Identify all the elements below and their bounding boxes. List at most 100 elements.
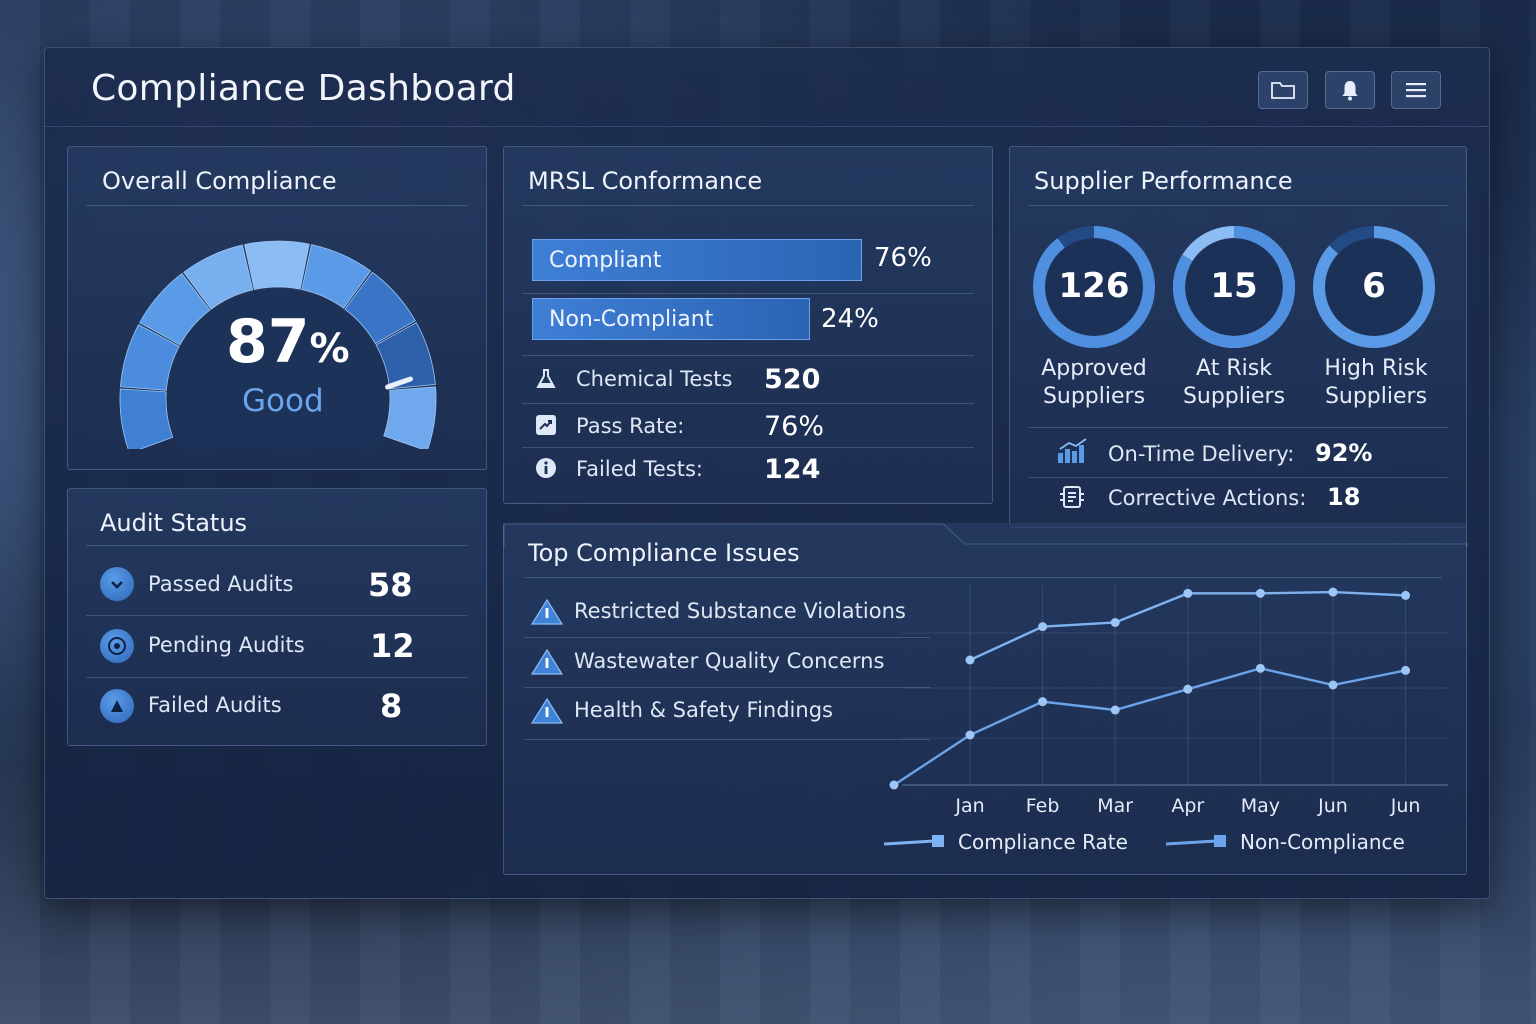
data-point[interactable] [965, 655, 975, 665]
compliance-percentage: 87% [226, 307, 350, 377]
issue-label: Restricted Substance Violations [574, 599, 906, 623]
x-tick-label: Apr [1171, 795, 1204, 817]
gauge-segment [119, 388, 174, 449]
data-point[interactable] [1038, 697, 1048, 707]
data-point[interactable] [1255, 663, 1265, 673]
stat-label: On-Time Delivery: [1108, 442, 1295, 466]
menu-button[interactable] [1391, 71, 1441, 109]
label-line: Suppliers [1042, 384, 1146, 409]
non-compliant-bar[interactable]: Non-Compliant [532, 298, 810, 340]
data-point[interactable] [1328, 680, 1338, 690]
panel-title: Overall Compliance [102, 167, 337, 195]
divider [524, 577, 1442, 578]
x-tick-label: Jun [1390, 795, 1421, 817]
notifications-button[interactable] [1325, 71, 1375, 109]
panel-title: MRSL Conformance [528, 167, 763, 195]
warning-icon [530, 697, 564, 724]
gauge-segment [344, 271, 416, 345]
compliant-percent: 76% [874, 243, 932, 273]
bar-chart-icon [1058, 438, 1087, 463]
audit-label: Pending Audits [148, 633, 305, 657]
data-point[interactable] [1401, 590, 1411, 600]
divider [86, 545, 468, 546]
gauge-center [168, 289, 388, 449]
at-risk-suppliers-count: 15 [1210, 266, 1258, 306]
compliance-value: 87 [226, 307, 310, 377]
legend-swatch [1165, 839, 1217, 846]
legend-label: Compliance Rate [958, 830, 1128, 854]
audit-count: 12 [370, 627, 415, 665]
divider [522, 403, 974, 404]
data-point[interactable] [1401, 665, 1411, 675]
stat-label: Chemical Tests [576, 367, 733, 391]
gauge-needle [385, 376, 413, 390]
data-point[interactable] [1328, 587, 1338, 597]
x-tick-label: Feb [1026, 795, 1060, 817]
gauge-segment [301, 244, 372, 309]
approved-suppliers-count: 126 [1058, 266, 1130, 306]
non-compliant-percent: 24% [821, 304, 879, 334]
divider [524, 739, 930, 740]
divider [522, 447, 974, 448]
stat-value: 520 [764, 364, 821, 395]
compliance-rating: Good [242, 383, 324, 419]
stat-label: Failed Tests: [576, 457, 703, 481]
issue-label: Wastewater Quality Concerns [574, 649, 885, 673]
label-line: Approved [1041, 356, 1147, 381]
clock-icon [100, 629, 134, 663]
data-point[interactable] [1110, 705, 1120, 715]
dashboard-window: Compliance Dashboard Overall Compliance … [44, 47, 1490, 899]
divider [524, 687, 930, 688]
at-risk-suppliers-label: At Risk Suppliers [1159, 355, 1309, 411]
data-point[interactable] [1255, 588, 1265, 598]
stat-label: Corrective Actions: [1108, 486, 1307, 510]
compliant-bar[interactable]: Compliant [532, 239, 862, 281]
x-tick-label: Mar [1097, 795, 1133, 817]
audit-count: 8 [380, 687, 403, 725]
high-risk-suppliers-label: High Risk Suppliers [1301, 355, 1451, 411]
gauge-segment [375, 322, 436, 390]
info-icon [536, 458, 556, 478]
stat-value: 124 [764, 454, 821, 485]
compliance-gauge [119, 240, 437, 449]
label-line: Suppliers [1182, 384, 1286, 409]
data-point[interactable] [965, 730, 975, 740]
compliance-trend-chart: Jan Feb Mar Apr May Jun Jun Compliance Rate Non-… [883, 585, 1448, 854]
top-compliance-issues-panel: Top Compliance Issues Restricted Substan… [503, 523, 1468, 875]
data-point[interactable] [889, 780, 899, 790]
at-risk-suppliers-ring [1173, 226, 1295, 348]
divider [1028, 427, 1448, 428]
panel-title: Supplier Performance [1034, 167, 1293, 195]
data-point[interactable] [1183, 684, 1193, 694]
divider [86, 615, 468, 616]
audit-status-panel: Audit Status Passed Audits 58 Pending Au… [67, 488, 487, 746]
warning-icon [530, 598, 564, 625]
divider [524, 637, 930, 638]
audit-label: Passed Audits [148, 572, 294, 596]
folder-button[interactable] [1258, 71, 1308, 109]
gauge-segment [120, 324, 180, 391]
gauge-segment [139, 273, 211, 346]
flask-icon [536, 369, 556, 388]
approved-suppliers-label: Approved Suppliers [1019, 355, 1169, 411]
audit-label: Failed Audits [148, 693, 282, 717]
legend-marker [1214, 835, 1226, 847]
data-point[interactable] [1183, 588, 1193, 598]
gauge-segment [183, 244, 254, 310]
panel-title: Audit Status [100, 509, 248, 537]
supplier-performance-panel: Supplier Performance 126 Approved Supplie… [1009, 146, 1467, 528]
legend-label: Non-Compliance [1240, 830, 1405, 854]
clipboard-icon [1060, 486, 1084, 508]
divider [522, 355, 974, 356]
divider [1028, 205, 1448, 206]
stat-value: 76% [764, 411, 825, 442]
panel-title: Top Compliance Issues [528, 539, 800, 567]
divider [522, 293, 974, 294]
data-point[interactable] [1110, 618, 1120, 627]
data-point[interactable] [1038, 622, 1048, 632]
bell-icon [1342, 81, 1358, 101]
high-risk-suppliers-ring [1313, 226, 1435, 348]
divider [86, 677, 468, 678]
x-tick-label: Jun [1317, 795, 1348, 817]
issue-label: Health & Safety Findings [574, 698, 833, 722]
